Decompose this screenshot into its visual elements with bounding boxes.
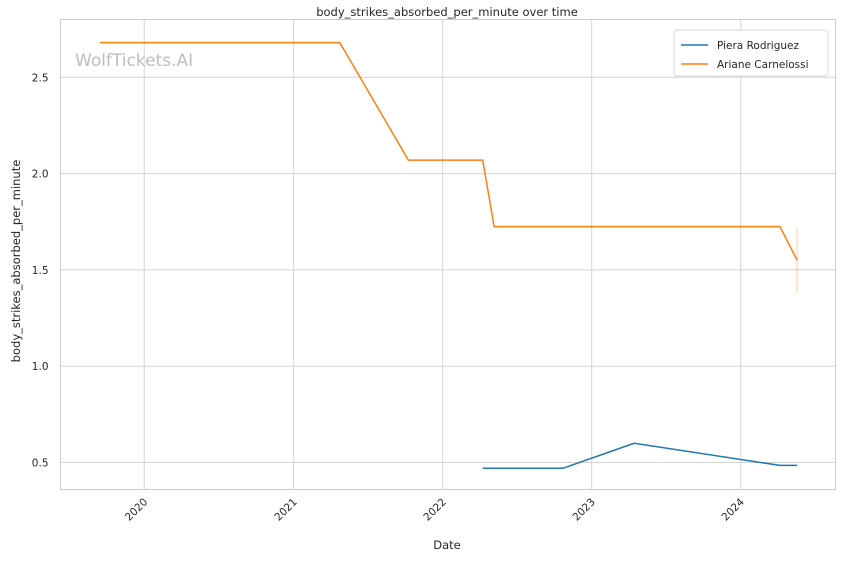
x-axis-label: Date — [433, 538, 461, 552]
x-tick-label: 2024 — [720, 496, 748, 524]
grid — [60, 19, 836, 490]
y-tick-label: 2.0 — [32, 169, 49, 181]
legend: Piera Rodriguez Ariane Carnelossi — [673, 29, 829, 77]
y-tick-label: 1.5 — [32, 265, 49, 277]
y-tick-label: 0.5 — [32, 458, 49, 470]
series-line-piera-rodriguez — [482, 442, 798, 470]
legend-label-ariane-carnelossi: Ariane Carnelossi — [717, 59, 809, 71]
x-tick-label: 2022 — [421, 496, 448, 523]
x-tick-label: 2020 — [123, 496, 150, 523]
x-tick-label: 2021 — [272, 496, 299, 523]
tick-labels: 2020 2021 2022 2023 2024 0.5 1.0 1.5 2.0 2.5 — [32, 72, 747, 523]
watermark: WolfTickets.AI — [75, 51, 193, 71]
legend-label-piera-rodriguez: Piera Rodriguez — [717, 40, 799, 52]
legend-box — [673, 29, 829, 77]
series-line-ariane-carnelossi — [99, 41, 798, 261]
plot-frame — [60, 19, 836, 490]
series-layer — [99, 41, 799, 470]
chart-title: body_strikes_absorbed_per_minute over ti… — [316, 5, 578, 19]
y-tick-label: 2.5 — [32, 72, 49, 84]
y-tick-label: 1.0 — [32, 361, 49, 373]
x-tick-label: 2023 — [570, 496, 597, 523]
y-axis-label: body_strikes_absorbed_per_minute — [9, 160, 23, 363]
